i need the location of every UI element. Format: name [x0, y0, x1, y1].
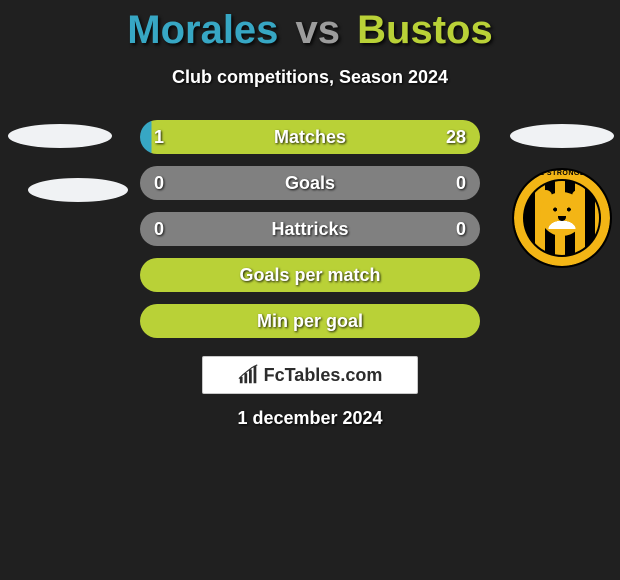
stat-rows: Matches128Goals00Hattricks00Goals per ma…	[140, 120, 480, 350]
club-crest: THE STRONGEST	[512, 168, 612, 268]
placeholder-ellipse	[28, 178, 128, 202]
stat-row: Hattricks0 0	[140, 212, 480, 246]
player1-name: Morales	[127, 8, 278, 52]
chart-icon	[238, 364, 260, 386]
crest-ring-text: THE STRONGEST	[514, 170, 610, 177]
stat-label: Min per goal	[140, 304, 480, 338]
stat-label: Hattricks	[140, 212, 480, 246]
title: Morales vs Bustos	[0, 0, 620, 53]
stat-value-left: 0	[154, 166, 164, 200]
stat-value-right: 0	[456, 212, 466, 246]
stat-label: Goals per match	[140, 258, 480, 292]
placeholder-ellipse	[8, 124, 112, 148]
stat-row: Goals per match	[140, 258, 480, 292]
crest-ring	[514, 170, 610, 266]
stat-label: Goals	[140, 166, 480, 200]
footer-date: 1 december 2024	[0, 408, 620, 429]
stat-value-left: 1	[154, 120, 164, 154]
brand-box: FcTables.com	[202, 356, 418, 394]
subtitle: Club competitions, Season 2024	[0, 67, 620, 88]
stat-row: Matches1 28	[140, 120, 480, 154]
right-player-badge-area: THE STRONGEST	[512, 108, 612, 208]
player2-name: Bustos	[357, 8, 493, 52]
stat-label: Matches	[140, 120, 480, 154]
stat-value-right: 28	[446, 120, 466, 154]
brand-text: FcTables.com	[264, 365, 383, 386]
stat-row: Goals0 0	[140, 166, 480, 200]
comparison-card: Morales vs Bustos Club competitions, Sea…	[0, 0, 620, 580]
vs-label: vs	[296, 8, 341, 52]
left-player-badge-area	[8, 108, 108, 208]
placeholder-ellipse	[510, 124, 614, 148]
stat-value-left: 0	[154, 212, 164, 246]
stat-value-right: 0	[456, 166, 466, 200]
stat-row: Min per goal	[140, 304, 480, 338]
